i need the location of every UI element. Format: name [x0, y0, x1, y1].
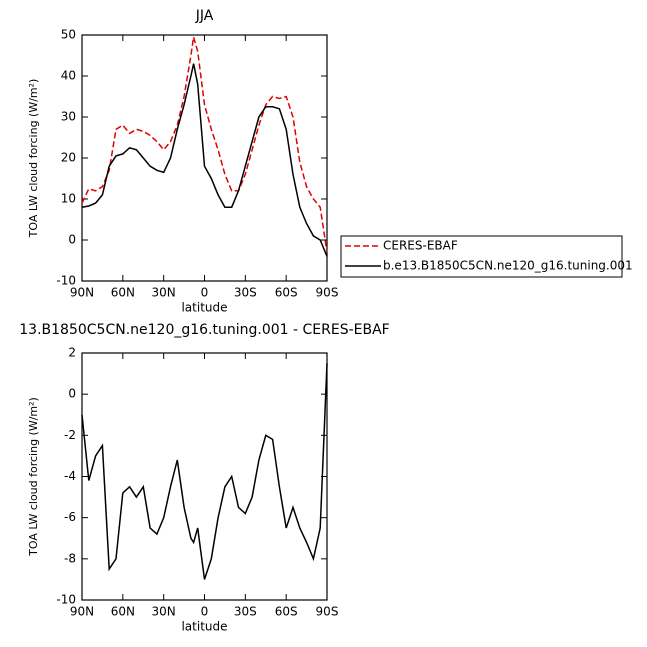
y-tick-label: -8	[64, 551, 76, 565]
y-axis-label: TOA LW cloud forcing (W/m²)	[27, 79, 40, 239]
x-axis-label: latitude	[181, 620, 227, 634]
chart-title: 13.B1850C5CN.ne120_g16.tuning.001 - CERE…	[19, 322, 389, 338]
x-tick-label: 90N	[70, 605, 94, 619]
x-tick-label: 60N	[111, 286, 135, 300]
y-tick-label: 50	[61, 28, 76, 42]
y-tick-label: 0	[68, 233, 76, 247]
x-tick-label: 30N	[152, 286, 176, 300]
y-axis-label: TOA LW cloud forcing (W/m²)	[27, 397, 40, 557]
x-tick-label: 90N	[70, 286, 94, 300]
chart-title: JJA	[195, 8, 214, 24]
data-line	[81, 363, 328, 580]
y-tick-label: 20	[61, 151, 76, 165]
x-tick-label: 60S	[275, 286, 298, 300]
legend-label: CERES-EBAF	[383, 239, 458, 253]
x-tick-label: 30N	[152, 605, 176, 619]
y-tick-label: -10	[56, 593, 76, 607]
y-tick-label: -6	[64, 510, 76, 524]
legend-box	[340, 235, 623, 278]
x-tick-label: 30S	[234, 605, 257, 619]
x-tick-label: 0	[201, 286, 209, 300]
data-line	[81, 63, 328, 257]
y-tick-label: 10	[61, 192, 76, 206]
y-tick-label: 30	[61, 110, 76, 124]
y-tick-label: 0	[68, 387, 76, 401]
x-axis-label: latitude	[181, 301, 227, 315]
data-line	[81, 36, 328, 253]
y-tick-label: 40	[61, 69, 76, 83]
y-tick-label: -10	[56, 274, 76, 288]
y-tick-label: 2	[68, 346, 76, 360]
x-tick-label: 90S	[316, 286, 339, 300]
plot-frame	[81, 352, 328, 601]
x-tick-label: 60N	[111, 605, 135, 619]
x-tick-label: 30S	[234, 286, 257, 300]
x-tick-label: 0	[201, 605, 209, 619]
x-tick-label: 60S	[275, 605, 298, 619]
legend-label: b.e13.B1850C5CN.ne120_g16.tuning.001	[383, 259, 633, 273]
y-tick-label: -4	[64, 469, 76, 483]
y-tick-label: -2	[64, 428, 76, 442]
x-tick-label: 90S	[316, 605, 339, 619]
